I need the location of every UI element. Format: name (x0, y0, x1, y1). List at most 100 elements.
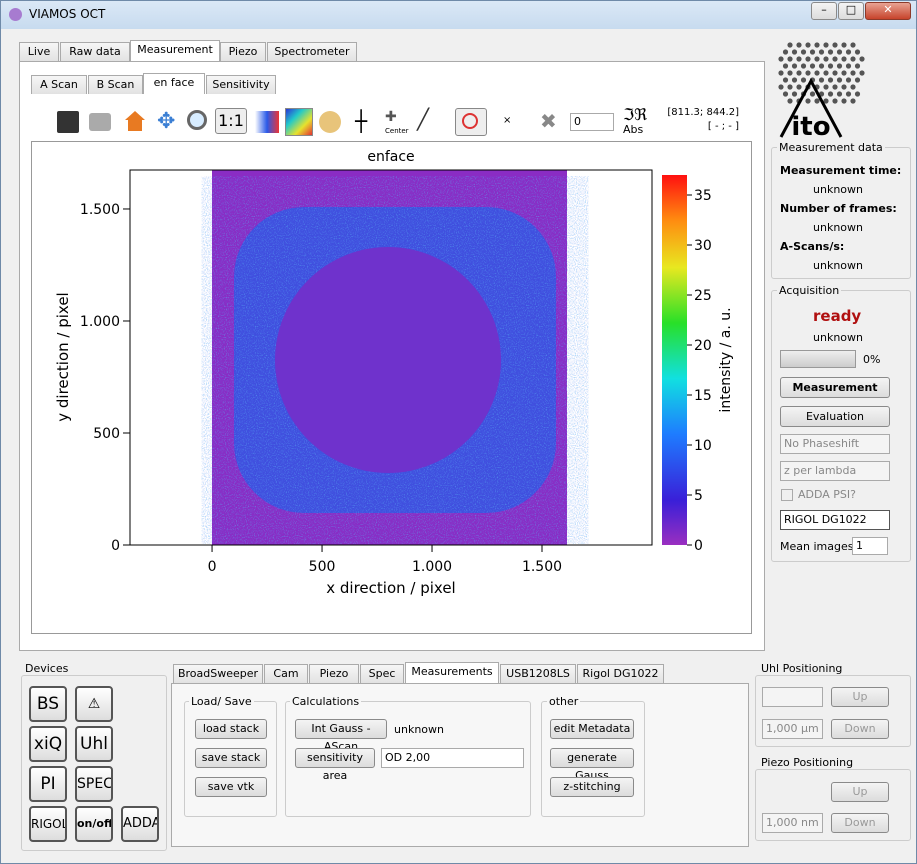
zoom-icon[interactable] (187, 110, 207, 130)
axes-frame (129, 169, 653, 546)
button[interactable]: load stack (195, 719, 267, 739)
logo-dot (805, 98, 811, 104)
maximize-button[interactable]: □ (838, 2, 864, 20)
tab[interactable]: USB1208LS (500, 664, 576, 683)
logo-dot (845, 77, 852, 83)
device-button[interactable]: BS (29, 686, 67, 722)
device-button[interactable]: SPEC (75, 766, 113, 802)
colorbar-tick-label: 5 (694, 488, 703, 504)
tab[interactable]: Live (19, 42, 59, 61)
colorbar (662, 175, 687, 545)
abs-label[interactable]: Abs (623, 123, 644, 136)
line-icon[interactable]: ╱ (417, 107, 430, 131)
marker-icon[interactable]: ┼ (355, 109, 368, 133)
button[interactable]: sensitivity area (295, 748, 375, 782)
logo-dot (827, 63, 834, 69)
tab[interactable]: Spec (360, 664, 404, 683)
group-title: Acquisition (777, 284, 842, 297)
value: unknown (813, 221, 863, 234)
minimize-button[interactable]: – (811, 2, 837, 20)
tab[interactable]: Piezo (220, 42, 266, 61)
tab[interactable]: Raw data (60, 42, 130, 61)
logo-dot (787, 70, 793, 76)
evaluation-button[interactable]: Evaluation (780, 406, 890, 427)
combo-box[interactable]: z per lambda (780, 461, 890, 481)
logo-dot (791, 77, 798, 83)
tab[interactable]: BroadSweeper (173, 664, 263, 683)
coords-2: [ - ; - ] (707, 121, 739, 132)
spin-box[interactable]: 1 (852, 537, 888, 555)
tab[interactable]: B Scan (88, 75, 143, 94)
device-button[interactable]: RIGOL (29, 806, 67, 842)
other-group (541, 701, 645, 817)
clear-icon[interactable]: ✖ (540, 109, 557, 133)
print-icon[interactable] (89, 113, 111, 131)
device-button[interactable]: xiQ (29, 726, 67, 762)
group-title: Calculations (290, 695, 362, 708)
combo-box[interactable]: RIGOL DG1022 (780, 510, 890, 530)
device-button[interactable]: ADDA (121, 806, 159, 842)
ratio-button[interactable]: 1:1 (215, 108, 247, 134)
laser-button[interactable]: ⚠ (75, 686, 113, 722)
up-button[interactable]: Up (831, 782, 889, 802)
center-label: Center (385, 127, 409, 135)
checkbox[interactable] (781, 489, 793, 501)
logo-dot (796, 56, 802, 62)
tab[interactable]: Spectrometer (267, 42, 357, 61)
logo-dot (859, 56, 865, 62)
tab[interactable]: Sensitivity (206, 75, 276, 94)
center-icon[interactable]: ✚ (385, 109, 397, 125)
logo-dot (841, 98, 847, 104)
group-title: Measurement data (777, 141, 885, 154)
home-icon[interactable] (125, 111, 145, 131)
up-button[interactable]: Up (831, 687, 889, 707)
tab-active[interactable]: en face (143, 73, 205, 94)
device-button[interactable]: Uhl (75, 726, 113, 762)
tab-active[interactable]: Measurement (130, 40, 220, 61)
label: Mean images: (780, 540, 858, 553)
group-title: Load/ Save (189, 695, 254, 708)
logo-dot (832, 84, 838, 90)
combo-box[interactable] (762, 687, 823, 707)
tab[interactable]: Rigol DG1022 (577, 664, 664, 683)
logo-dot (814, 42, 820, 48)
down-button[interactable]: Down (831, 719, 889, 739)
tab[interactable]: A Scan (31, 75, 87, 94)
group-title: Devices (25, 662, 69, 675)
line-plot-icon[interactable] (255, 111, 279, 133)
save-icon[interactable] (57, 111, 79, 133)
pan-icon[interactable]: ✥ (157, 109, 176, 134)
palette-icon[interactable] (319, 111, 341, 133)
complex-icon[interactable]: ℑℜ (623, 105, 648, 124)
colorbar-tick-label: 15 (694, 388, 712, 404)
logo-dot (778, 84, 784, 90)
button[interactable]: edit Metadata (550, 719, 634, 739)
colormap-icon[interactable] (285, 108, 313, 136)
measurement-button[interactable]: Measurement (780, 377, 890, 398)
device-button[interactable]: PI (29, 766, 67, 802)
logo-dot (809, 63, 816, 69)
down-button[interactable]: Down (831, 813, 889, 833)
button[interactable]: save stack (195, 748, 267, 768)
picker-button[interactable] (455, 108, 487, 136)
close-button[interactable]: ✕ (865, 2, 911, 20)
button[interactable]: save vtk (195, 777, 267, 797)
marker-style[interactable]: × (503, 115, 512, 126)
button[interactable]: generate Gauss (550, 748, 634, 782)
step-box[interactable]: 1,000 nm (762, 813, 823, 833)
spin-box[interactable]: OD 2,00 (381, 748, 524, 768)
button[interactable]: z-stitching (550, 777, 634, 797)
button[interactable]: Int Gauss - AScan (295, 719, 387, 753)
logo-dot (782, 77, 789, 83)
image-center (275, 247, 501, 473)
spin-box[interactable]: 0 (570, 113, 614, 131)
tab[interactable]: Piezo (309, 664, 359, 683)
tab-active[interactable]: Measurements (405, 662, 499, 683)
combo-box[interactable]: No Phaseshift (780, 434, 890, 454)
device-button[interactable]: on/off (75, 806, 113, 842)
value: unknown (394, 723, 444, 736)
step-box[interactable]: 1,000 µm (762, 719, 823, 739)
logo-dot (818, 63, 825, 69)
logo-dot (836, 77, 843, 83)
tab[interactable]: Cam (264, 664, 308, 683)
